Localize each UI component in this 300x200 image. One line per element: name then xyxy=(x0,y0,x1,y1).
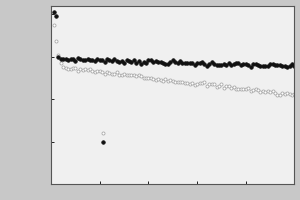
实施例1 xyxy=(108,59,111,61)
对比例 xyxy=(292,93,296,95)
对比例 xyxy=(176,81,179,84)
对比例 xyxy=(108,72,111,74)
对比例 xyxy=(273,91,277,94)
对比例 xyxy=(195,82,199,85)
Legend: 对比例, 实施例1: 对比例, 实施例1 xyxy=(99,130,141,145)
实施例1 xyxy=(52,11,55,14)
实施例1 xyxy=(285,66,289,68)
对比例 xyxy=(52,24,55,26)
对比例 xyxy=(98,70,101,72)
对比例 xyxy=(290,94,294,97)
实施例1 xyxy=(273,64,277,66)
实施例1 xyxy=(176,62,179,64)
Line: 对比例: 对比例 xyxy=(52,24,296,97)
实施例1 xyxy=(280,65,284,67)
实施例1 xyxy=(195,62,199,64)
对比例 xyxy=(280,92,284,94)
实施例1 xyxy=(292,64,296,67)
实施例1 xyxy=(98,59,101,61)
Line: 实施例1: 实施例1 xyxy=(52,11,296,69)
